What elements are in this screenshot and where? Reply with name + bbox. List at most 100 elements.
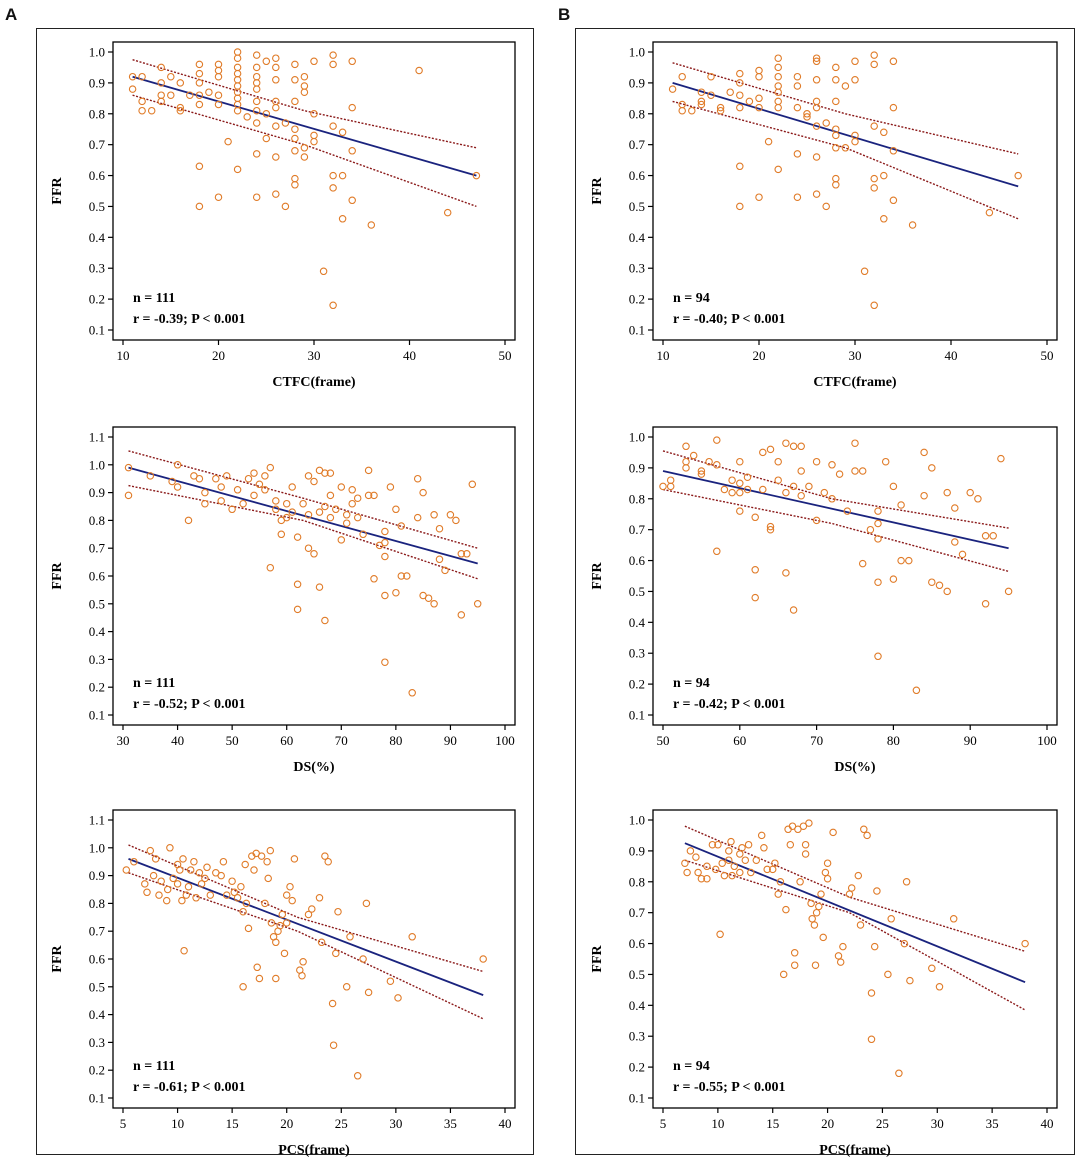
r-annotation: r = -0.39; P < 0.001	[133, 312, 246, 327]
x-tick-label: 30	[308, 348, 321, 363]
y-tick-label: 0.8	[629, 874, 645, 889]
y-tick-label: 1.1	[89, 430, 105, 445]
x-tick-label: 20	[280, 1116, 293, 1131]
x-tick-label: 10	[711, 1116, 724, 1131]
x-tick-label: 50	[499, 348, 512, 363]
y-tick-label: 0.2	[89, 1063, 105, 1078]
n-annotation: n = 94	[673, 291, 710, 306]
chart-b-3: 5 10 15 20 25 30 35 400.10.20.30.40.50.60.70.80…	[590, 810, 1057, 1158]
y-tick-label: 0.4	[89, 230, 106, 245]
y-tick-label: 0.5	[89, 199, 105, 214]
figure-canvas: 10 20 30 40 50 0.1 0.2 0.3 0.4 0.5 0.6 0.7 0.8 0.9 1.0…	[0, 0, 1084, 1164]
x-tick-label: 30	[117, 733, 130, 748]
y-tick-label: 0.9	[89, 75, 105, 90]
n-annotation: n = 94	[673, 1059, 710, 1074]
n-annotation: n = 111	[133, 676, 175, 691]
x-tick-label: 40	[171, 733, 184, 748]
x-axis-label: CTFC(frame)	[813, 375, 897, 390]
x-tick-label: 100	[1037, 733, 1057, 748]
x-tick-label: 40	[945, 348, 958, 363]
y-tick-label: 1.0	[629, 813, 645, 828]
r-annotation: r = -0.42; P < 0.001	[673, 697, 786, 712]
y-tick-label: 0.5	[629, 584, 645, 599]
y-tick-label: 0.7	[89, 924, 106, 939]
x-tick-label: 10	[117, 348, 130, 363]
n-annotation: n = 94	[673, 676, 710, 691]
y-tick-label: 0.1	[629, 1091, 645, 1106]
x-tick-label: 40	[1041, 1116, 1054, 1131]
plot-frame	[653, 427, 1057, 725]
y-tick-label: 0.4	[89, 624, 106, 639]
x-tick-label: 60	[733, 733, 746, 748]
y-tick-label: 0.6	[89, 569, 106, 584]
y-tick-label: 0.5	[89, 979, 105, 994]
x-tick-label: 20	[212, 348, 225, 363]
y-tick-label: 0.8	[89, 896, 105, 911]
y-tick-label: 0.2	[89, 680, 105, 695]
y-tick-label: 1.0	[89, 457, 105, 472]
x-tick-label: 30	[389, 1116, 402, 1131]
x-tick-label: 80	[887, 733, 900, 748]
x-tick-label: 20	[753, 348, 766, 363]
y-tick-label: 0.8	[89, 106, 105, 121]
y-tick-label: 0.6	[89, 168, 106, 183]
y-axis-label: FFR	[50, 562, 65, 590]
x-tick-label: 25	[335, 1116, 348, 1131]
y-tick-label: 0.1	[629, 323, 645, 338]
r-annotation: r = -0.52; P < 0.001	[133, 697, 246, 712]
r-annotation: r = -0.40; P < 0.001	[673, 312, 786, 327]
n-annotation: n = 111	[133, 291, 175, 306]
x-tick-label: 40	[403, 348, 416, 363]
y-tick-label: 1.0	[89, 45, 105, 60]
y-tick-label: 0.4	[629, 615, 646, 630]
y-tick-label: 0.4	[629, 998, 646, 1013]
y-tick-label: 0.7	[629, 522, 646, 537]
chart-a-1: 10 20 30 40 500.10.20.30.40.50.60.70.80.91.0…	[50, 42, 515, 390]
y-tick-label: 0.8	[629, 491, 645, 506]
y-tick-label: 0.5	[629, 967, 645, 982]
x-tick-label: 35	[986, 1116, 999, 1131]
y-tick-label: 0.2	[629, 677, 645, 692]
y-tick-label: 0.5	[89, 596, 105, 611]
y-tick-label: 0.6	[89, 952, 106, 967]
x-axis-label: PCS(frame)	[278, 1143, 350, 1158]
y-tick-label: 0.6	[629, 553, 646, 568]
y-tick-label: 0.8	[89, 513, 105, 528]
y-tick-label: 0.3	[629, 261, 645, 276]
x-tick-label: 80	[389, 733, 402, 748]
x-tick-label: 30	[931, 1116, 944, 1131]
y-tick-label: 0.2	[629, 292, 645, 307]
y-tick-label: 0.7	[89, 541, 106, 556]
y-tick-label: 0.9	[629, 460, 645, 475]
y-tick-label: 0.7	[629, 137, 646, 152]
x-tick-label: 10	[657, 348, 670, 363]
y-tick-label: 0.1	[89, 323, 105, 338]
y-tick-label: 1.0	[629, 430, 645, 445]
y-axis-label: FFR	[50, 945, 65, 973]
y-tick-label: 0.7	[629, 905, 646, 920]
y-tick-label: 0.9	[89, 868, 105, 883]
y-tick-label: 0.5	[629, 199, 645, 214]
x-tick-label: 10	[171, 1116, 184, 1131]
y-tick-label: 0.2	[629, 1060, 645, 1075]
y-tick-label: 0.9	[629, 843, 645, 858]
plot-frame	[653, 42, 1057, 340]
y-tick-label: 0.4	[89, 1007, 106, 1022]
x-tick-label: 90	[444, 733, 457, 748]
x-tick-label: 5	[120, 1116, 127, 1131]
y-tick-label: 0.1	[629, 708, 645, 723]
y-tick-label: 1.0	[629, 45, 645, 60]
r-annotation: r = -0.55; P < 0.001	[673, 1080, 786, 1095]
chart-a-2: 30 40 50 60 70 80 90 1000.10.20.30.40.50.60.70.…	[50, 427, 515, 775]
chart-a-3: 5 10 15 20 25 30 35 40 0.1 0.2 0.3 0.4 0.5 0.6 0.7 0.8 0…	[50, 810, 515, 1158]
x-tick-label: 20	[821, 1116, 834, 1131]
y-tick-label: 0.1	[89, 1091, 105, 1106]
y-tick-label: 0.4	[629, 230, 646, 245]
y-tick-label: 1.0	[89, 840, 105, 855]
x-tick-label: 70	[335, 733, 348, 748]
y-tick-label: 1.1	[89, 813, 105, 828]
x-axis-label: PCS(frame)	[819, 1143, 891, 1158]
y-tick-label: 0.8	[629, 106, 645, 121]
x-tick-label: 25	[876, 1116, 889, 1131]
y-tick-label: 0.9	[629, 75, 645, 90]
